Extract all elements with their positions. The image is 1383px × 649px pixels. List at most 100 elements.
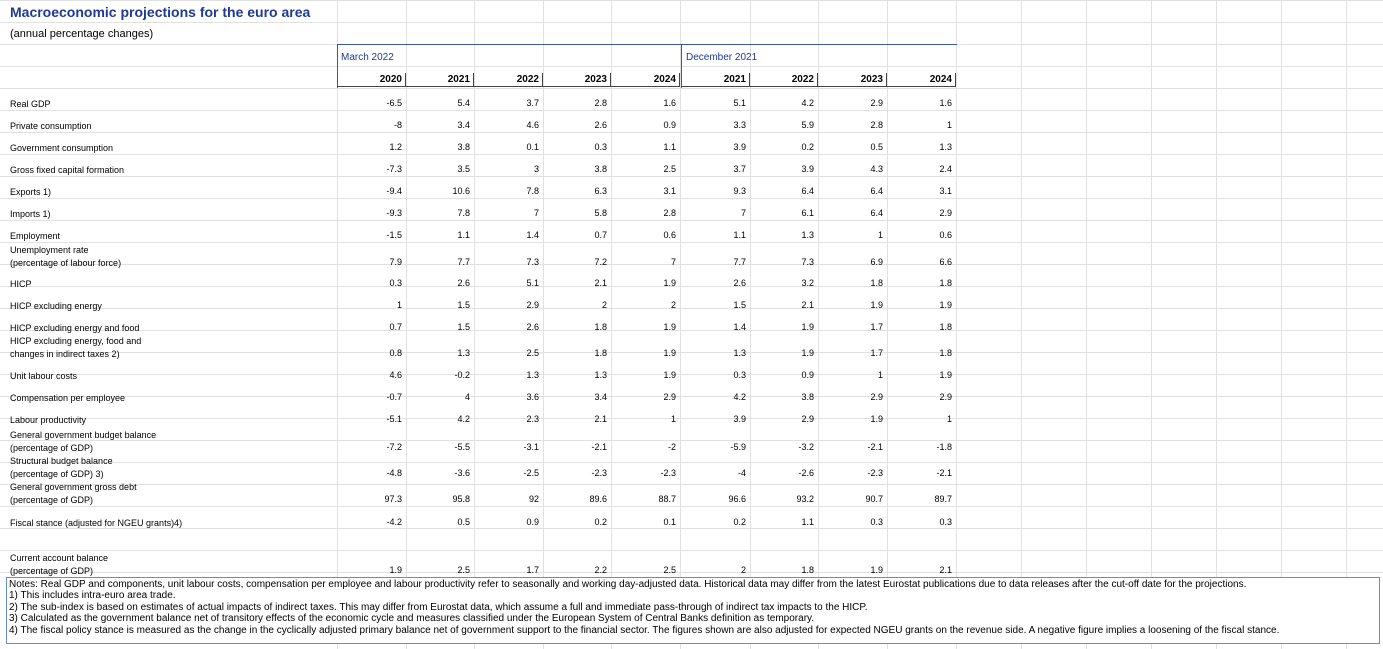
year-header-cell[interactable]: 2022: [474, 73, 543, 87]
row-label[interactable]: Compensation per employee: [10, 393, 126, 403]
year-header-cell[interactable]: 2021: [406, 73, 474, 87]
value-cell[interactable]: 3.5: [457, 164, 470, 174]
value-cell[interactable]: 1.9: [870, 414, 883, 424]
value-cell[interactable]: 1.9: [801, 348, 814, 358]
value-cell[interactable]: -1.5: [386, 230, 402, 240]
value-cell[interactable]: 3: [533, 164, 539, 174]
value-cell[interactable]: 1.7: [526, 565, 539, 575]
value-cell[interactable]: 2.1: [594, 278, 607, 288]
value-cell[interactable]: 0.5: [870, 142, 883, 152]
value-cell[interactable]: 5.4: [457, 98, 470, 108]
value-cell[interactable]: 0.3: [594, 142, 607, 152]
row-label[interactable]: (percentage of GDP) 3): [10, 469, 104, 479]
value-cell[interactable]: 3.7: [526, 98, 539, 108]
value-cell[interactable]: 1.9: [870, 565, 883, 575]
value-cell[interactable]: 89.7: [934, 494, 952, 504]
value-cell[interactable]: 0.2: [594, 517, 607, 527]
value-cell[interactable]: 2: [601, 300, 607, 310]
value-cell[interactable]: 2.8: [594, 98, 607, 108]
value-cell[interactable]: 4.2: [733, 392, 746, 402]
value-cell[interactable]: 1.7: [870, 322, 883, 332]
year-header-cell[interactable]: 2023: [543, 73, 611, 87]
value-cell[interactable]: 97.3: [384, 494, 402, 504]
value-cell[interactable]: -2.3: [660, 468, 676, 478]
year-header-cell[interactable]: 2024: [887, 73, 956, 87]
value-cell[interactable]: 2.9: [870, 392, 883, 402]
value-cell[interactable]: 2.1: [594, 414, 607, 424]
value-cell[interactable]: 1: [946, 120, 952, 130]
value-cell[interactable]: 0.6: [939, 230, 952, 240]
value-cell[interactable]: 1: [396, 300, 402, 310]
row-label[interactable]: Real GDP: [10, 99, 51, 109]
value-cell[interactable]: 1.9: [939, 300, 952, 310]
row-label[interactable]: HICP: [10, 279, 32, 289]
row-label[interactable]: Exports 1): [10, 187, 52, 197]
row-label[interactable]: HICP excluding energy: [10, 301, 102, 311]
value-cell[interactable]: -4: [737, 468, 746, 478]
value-cell[interactable]: 2.3: [526, 414, 539, 424]
value-cell[interactable]: 4.2: [801, 98, 814, 108]
value-cell[interactable]: 2.9: [870, 98, 883, 108]
value-cell[interactable]: 95.8: [452, 494, 470, 504]
value-cell[interactable]: -5.9: [730, 442, 746, 452]
value-cell[interactable]: 88.7: [658, 494, 676, 504]
page-title[interactable]: Macroeconomic projections for the euro a…: [10, 4, 311, 20]
value-cell[interactable]: 96.6: [728, 494, 746, 504]
value-cell[interactable]: 7.8: [526, 186, 539, 196]
value-cell[interactable]: 7: [670, 257, 676, 267]
row-label[interactable]: Structural budget balance: [10, 456, 113, 466]
value-cell[interactable]: 0.1: [526, 142, 539, 152]
value-cell[interactable]: 7.8: [457, 208, 470, 218]
value-cell[interactable]: 0.3: [733, 370, 746, 380]
value-cell[interactable]: 0.3: [870, 517, 883, 527]
value-cell[interactable]: 5.1: [526, 278, 539, 288]
value-cell[interactable]: 2.4: [939, 164, 952, 174]
value-cell[interactable]: 3.8: [801, 392, 814, 402]
value-cell[interactable]: 2.2: [594, 565, 607, 575]
value-cell[interactable]: 3.6: [526, 392, 539, 402]
value-cell[interactable]: 6.4: [801, 186, 814, 196]
row-label[interactable]: (percentage of labour force): [10, 258, 122, 268]
value-cell[interactable]: -9.3: [386, 208, 402, 218]
value-cell[interactable]: 1.8: [939, 348, 952, 358]
value-cell[interactable]: 2.1: [801, 300, 814, 310]
value-cell[interactable]: 0.3: [939, 517, 952, 527]
value-cell[interactable]: 0.7: [389, 322, 402, 332]
value-cell[interactable]: 1.7: [870, 348, 883, 358]
value-cell[interactable]: 1.8: [594, 322, 607, 332]
value-cell[interactable]: -9.4: [386, 186, 402, 196]
row-label[interactable]: Fiscal stance (adjusted for NGEU grants)…: [10, 518, 183, 528]
row-label[interactable]: General government gross debt: [10, 482, 137, 492]
value-cell[interactable]: 2.5: [457, 565, 470, 575]
value-cell[interactable]: 1.3: [939, 142, 952, 152]
value-cell[interactable]: 4: [464, 392, 470, 402]
value-cell[interactable]: 2.1: [939, 565, 952, 575]
value-cell[interactable]: 1.1: [733, 230, 746, 240]
value-cell[interactable]: -1.8: [936, 442, 952, 452]
row-label[interactable]: Current account balance: [10, 553, 109, 563]
value-cell[interactable]: 1: [946, 414, 952, 424]
value-cell[interactable]: -7.2: [386, 442, 402, 452]
value-cell[interactable]: 2.9: [663, 392, 676, 402]
value-cell[interactable]: 2.6: [594, 120, 607, 130]
value-cell[interactable]: 2.9: [526, 300, 539, 310]
value-cell[interactable]: 1.3: [801, 230, 814, 240]
value-cell[interactable]: -4.2: [386, 517, 402, 527]
value-cell[interactable]: -2.1: [936, 468, 952, 478]
row-label[interactable]: Unemployment rate: [10, 245, 89, 255]
year-header-cell[interactable]: 2024: [611, 73, 680, 87]
value-cell[interactable]: -2.1: [591, 442, 607, 452]
value-cell[interactable]: 0.9: [801, 370, 814, 380]
value-cell[interactable]: 1.9: [663, 322, 676, 332]
row-label[interactable]: HICP excluding energy, food and: [10, 336, 142, 346]
value-cell[interactable]: 7.7: [457, 257, 470, 267]
notes-box[interactable]: Notes: Real GDP and components, unit lab…: [6, 577, 1380, 644]
value-cell[interactable]: 3.7: [733, 164, 746, 174]
value-cell[interactable]: 2.6: [457, 278, 470, 288]
value-cell[interactable]: 1.9: [663, 348, 676, 358]
value-cell[interactable]: 1.9: [801, 322, 814, 332]
value-cell[interactable]: 2.5: [526, 348, 539, 358]
value-cell[interactable]: 3.9: [733, 414, 746, 424]
value-cell[interactable]: 0.3: [389, 278, 402, 288]
value-cell[interactable]: 2.9: [939, 208, 952, 218]
